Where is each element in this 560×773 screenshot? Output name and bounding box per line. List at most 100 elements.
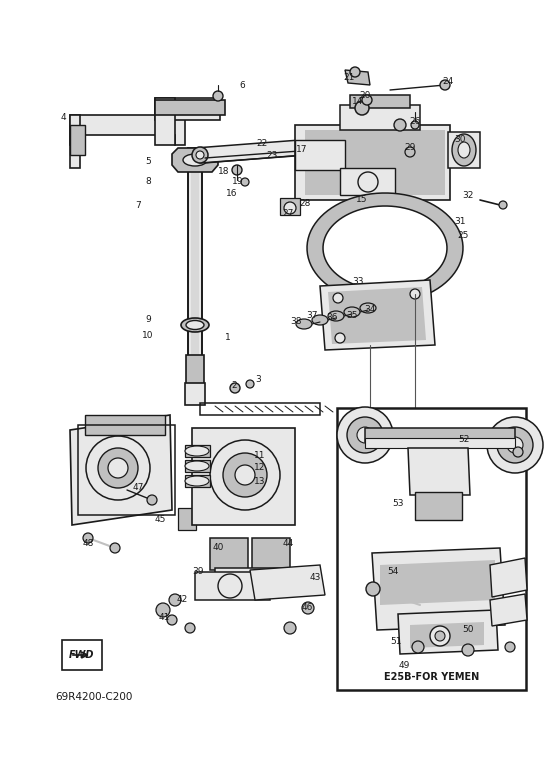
Polygon shape <box>380 560 495 605</box>
Circle shape <box>83 533 93 543</box>
Polygon shape <box>70 115 80 168</box>
Polygon shape <box>85 415 165 435</box>
Ellipse shape <box>185 446 209 456</box>
Text: 50: 50 <box>462 625 474 635</box>
Text: 4: 4 <box>60 114 66 122</box>
Text: 17: 17 <box>296 145 308 155</box>
Ellipse shape <box>181 318 209 332</box>
Text: 19: 19 <box>232 178 244 186</box>
Ellipse shape <box>183 154 207 166</box>
Polygon shape <box>185 475 210 487</box>
Text: 40: 40 <box>212 543 223 553</box>
Text: 42: 42 <box>176 595 188 604</box>
Polygon shape <box>295 125 450 200</box>
Circle shape <box>284 622 296 634</box>
Circle shape <box>462 644 474 656</box>
Polygon shape <box>215 568 285 590</box>
Circle shape <box>499 201 507 209</box>
Text: 49: 49 <box>398 660 410 669</box>
Text: 18: 18 <box>218 168 230 176</box>
Circle shape <box>210 440 280 510</box>
Circle shape <box>411 121 419 129</box>
Circle shape <box>513 447 523 457</box>
Ellipse shape <box>344 307 360 317</box>
Text: 38: 38 <box>290 318 302 326</box>
Text: 43: 43 <box>309 574 321 583</box>
Polygon shape <box>345 70 370 85</box>
Circle shape <box>185 623 195 633</box>
Polygon shape <box>250 565 325 600</box>
Polygon shape <box>295 140 345 170</box>
Ellipse shape <box>185 476 209 486</box>
Polygon shape <box>186 355 204 385</box>
Polygon shape <box>365 438 515 448</box>
Circle shape <box>167 615 177 625</box>
Circle shape <box>241 178 249 186</box>
Polygon shape <box>191 148 199 360</box>
Polygon shape <box>188 148 202 360</box>
Polygon shape <box>210 538 248 570</box>
Text: 3: 3 <box>255 376 261 384</box>
Circle shape <box>366 582 380 596</box>
Ellipse shape <box>458 142 470 158</box>
Circle shape <box>412 641 424 653</box>
Circle shape <box>507 437 523 453</box>
Circle shape <box>487 417 543 473</box>
Polygon shape <box>70 125 85 155</box>
Text: 34: 34 <box>365 305 376 315</box>
Circle shape <box>98 448 138 488</box>
Circle shape <box>156 603 170 617</box>
Circle shape <box>147 495 157 505</box>
Polygon shape <box>305 130 445 195</box>
Circle shape <box>350 67 360 77</box>
Ellipse shape <box>328 311 344 321</box>
Polygon shape <box>280 198 300 215</box>
Circle shape <box>86 436 150 500</box>
Circle shape <box>362 95 372 105</box>
Polygon shape <box>408 448 470 495</box>
Text: 9: 9 <box>145 315 151 325</box>
Text: 21: 21 <box>343 73 354 81</box>
Ellipse shape <box>296 319 312 329</box>
Polygon shape <box>365 428 515 442</box>
Circle shape <box>337 407 393 463</box>
Circle shape <box>213 91 223 101</box>
Circle shape <box>505 642 515 652</box>
Text: 13: 13 <box>254 476 266 485</box>
Polygon shape <box>398 610 498 654</box>
Text: 31: 31 <box>454 217 466 226</box>
Polygon shape <box>195 572 270 600</box>
Circle shape <box>232 165 242 175</box>
Circle shape <box>440 80 450 90</box>
Text: 39: 39 <box>192 567 204 577</box>
Circle shape <box>110 543 120 553</box>
Circle shape <box>246 380 254 388</box>
Polygon shape <box>155 98 220 120</box>
Circle shape <box>358 172 378 192</box>
Circle shape <box>333 293 343 303</box>
Text: 14: 14 <box>352 97 363 105</box>
Polygon shape <box>70 415 172 525</box>
Text: 6: 6 <box>239 80 245 90</box>
Circle shape <box>355 101 369 115</box>
Text: 54: 54 <box>388 567 399 577</box>
Ellipse shape <box>360 303 376 313</box>
Circle shape <box>302 602 314 614</box>
Circle shape <box>357 427 373 443</box>
Text: 2: 2 <box>231 380 237 390</box>
Circle shape <box>347 417 383 453</box>
Polygon shape <box>70 115 185 145</box>
Circle shape <box>430 626 450 646</box>
Text: 35: 35 <box>346 312 358 321</box>
Polygon shape <box>448 132 480 168</box>
Polygon shape <box>185 383 205 405</box>
Polygon shape <box>185 460 210 472</box>
Text: 7: 7 <box>135 200 141 209</box>
Circle shape <box>223 453 267 497</box>
Circle shape <box>394 119 406 131</box>
Text: 11: 11 <box>254 451 266 459</box>
Polygon shape <box>328 287 426 344</box>
Text: 52: 52 <box>458 435 470 444</box>
Polygon shape <box>155 98 175 145</box>
Text: 30: 30 <box>454 135 466 145</box>
